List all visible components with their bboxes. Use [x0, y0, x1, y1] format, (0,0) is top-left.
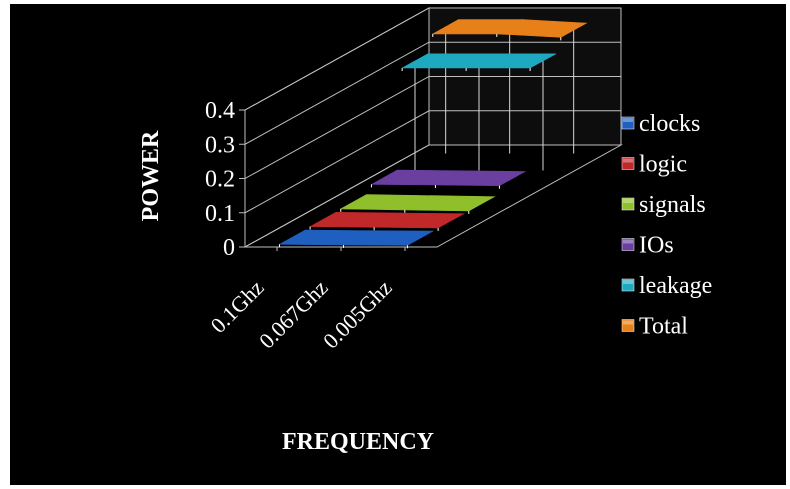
chart-area: 0 0.1 0.2 0.3 0.4 0.1Ghz 0.067Ghz 0.005Ghz POW…	[10, 4, 786, 485]
legend-swatch-highlight	[623, 280, 633, 284]
series-total	[431, 19, 588, 154]
gridline	[244, 76, 621, 179]
legend-label: IOs	[639, 233, 674, 259]
legend-label: clocks	[639, 111, 700, 137]
y-tick-label: 0	[223, 235, 235, 261]
legend-item-signals: signals	[621, 192, 706, 218]
legend-swatch	[621, 319, 635, 332]
legend-swatch-highlight	[623, 118, 633, 122]
gridline	[244, 41, 621, 145]
x-tick-label: 0.067Ghz	[254, 275, 333, 354]
series-clocks	[278, 229, 435, 249]
legend-swatch	[621, 197, 635, 211]
legend-swatch	[621, 116, 635, 130]
series-segment	[372, 212, 466, 229]
legend-swatch-highlight	[623, 239, 633, 244]
y-tick-label: 0.2	[205, 167, 235, 193]
legend-swatch-highlight	[623, 320, 633, 325]
legend-label: Total	[639, 314, 688, 340]
legend-item-logic: logic	[621, 152, 687, 178]
series-segment	[342, 230, 435, 246]
x-axis-label: FREQUENCY	[282, 429, 434, 455]
legend-swatch	[621, 278, 635, 292]
legend-label: signals	[639, 192, 706, 218]
gridline	[244, 144, 621, 248]
series-leakage	[401, 53, 557, 171]
gridline	[244, 110, 621, 214]
legend-label: leakage	[639, 273, 712, 299]
y-axis-label: POWER	[138, 130, 164, 221]
legend-item-total: Total	[621, 314, 688, 340]
series-layer	[278, 19, 588, 249]
y-axis-ticks: 0 0.1 0.2 0.3 0.4	[205, 98, 245, 261]
legend-item-leakage: leakage	[621, 273, 712, 299]
y-tick-label: 0.3	[205, 132, 235, 158]
series-logic	[308, 211, 466, 231]
gridline	[244, 7, 621, 111]
y-tick-label: 0.1	[205, 201, 235, 227]
series-segment	[465, 53, 557, 69]
legend-swatch	[621, 157, 635, 170]
series-signals	[339, 194, 496, 214]
series-segment	[434, 170, 527, 187]
legend-item-ios: IOs	[621, 233, 674, 259]
series-ios	[370, 169, 527, 189]
legend-item-clocks: clocks	[621, 111, 700, 137]
legend-swatch	[621, 238, 635, 251]
gridlines	[244, 7, 621, 248]
legend-swatch-highlight	[623, 199, 633, 203]
series-segment	[403, 195, 496, 212]
legend: clocks logic signals IOs leakage Total	[621, 111, 712, 340]
x-tick-label: 0.005Ghz	[318, 275, 397, 354]
series-segment	[495, 19, 588, 38]
legend-swatch-highlight	[623, 158, 633, 163]
chart-walls	[243, 7, 623, 248]
y-tick-label: 0.4	[205, 98, 235, 124]
legend-label: logic	[639, 152, 687, 178]
x-tick-label: 0.1Ghz	[205, 275, 268, 338]
